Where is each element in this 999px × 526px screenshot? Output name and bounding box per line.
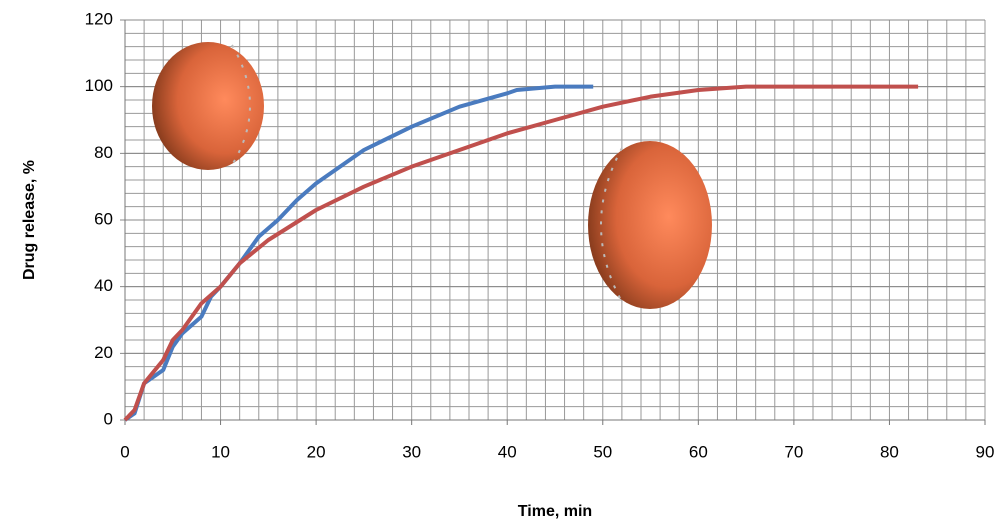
particle-image bbox=[588, 141, 712, 309]
x-tick-label: 70 bbox=[784, 442, 803, 461]
y-tick-label: 40 bbox=[94, 276, 113, 295]
y-tick-label: 20 bbox=[94, 343, 113, 362]
x-tick-label: 40 bbox=[498, 442, 517, 461]
data-line bbox=[123, 84, 919, 422]
y-tick-label: 60 bbox=[94, 209, 113, 228]
x-tick-label: 10 bbox=[211, 442, 230, 461]
particle-image bbox=[152, 42, 264, 170]
x-tick-label: 80 bbox=[880, 442, 899, 461]
x-axis-title: Time, min bbox=[518, 503, 592, 520]
x-tick-label: 50 bbox=[593, 442, 612, 461]
x-tick-label: 60 bbox=[689, 442, 708, 461]
x-tick-label: 30 bbox=[402, 442, 421, 461]
y-axis-title: Drug release, % bbox=[21, 160, 38, 280]
x-tick-label: 20 bbox=[307, 442, 326, 461]
y-tick-label: 80 bbox=[94, 143, 113, 162]
x-tick-label: 0 bbox=[120, 442, 129, 461]
data-line bbox=[123, 84, 594, 422]
x-tick-label: 90 bbox=[976, 442, 995, 461]
y-tick-label: 100 bbox=[85, 76, 113, 95]
y-tick-label: 0 bbox=[104, 409, 113, 428]
y-tick-label: 120 bbox=[85, 9, 113, 28]
